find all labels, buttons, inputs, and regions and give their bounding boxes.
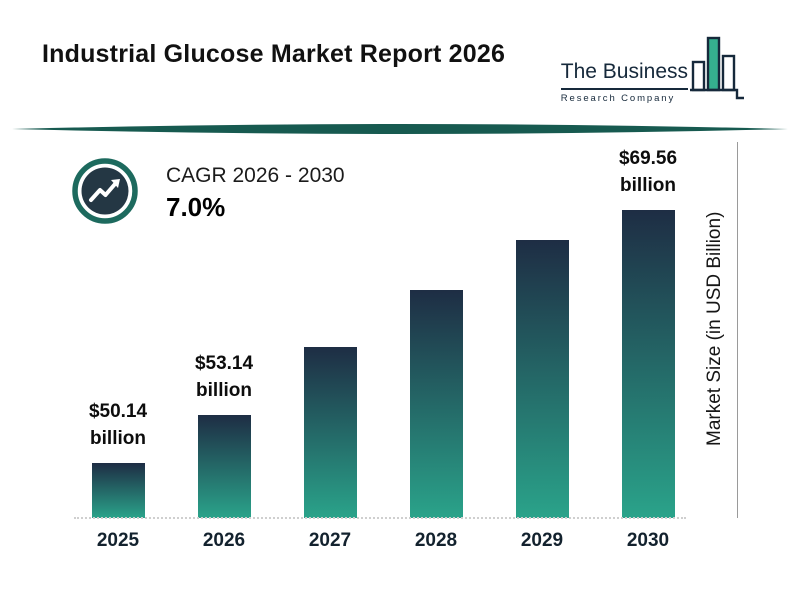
bar-2028 bbox=[409, 290, 463, 518]
x-tick-2029: 2029 bbox=[520, 530, 564, 551]
bar-2029 bbox=[515, 240, 569, 518]
bar-chart: $50.14 billion $53.14 billion $69.56 bil… bbox=[89, 140, 677, 518]
x-axis-baseline bbox=[74, 517, 686, 519]
y-axis-title: Market Size (in USD Billion) bbox=[704, 211, 725, 447]
bar-value-label-2025: $50.14 billion bbox=[89, 398, 147, 453]
x-axis-labels: 2025 2026 2027 2028 2029 2030 bbox=[90, 530, 676, 552]
bar-column-2029 bbox=[514, 140, 570, 518]
trending-up-icon bbox=[72, 158, 138, 224]
x-tick-2030: 2030 bbox=[626, 530, 670, 551]
company-logo: The Business Research Company bbox=[560, 32, 748, 106]
bar-value-unit: billion bbox=[620, 175, 676, 197]
bar-column-2027 bbox=[302, 140, 358, 518]
bar-2025 bbox=[91, 463, 145, 518]
bar-value-label-2030: $69.56 billion bbox=[619, 145, 677, 200]
bar-2026 bbox=[197, 415, 251, 518]
bar-value-unit: billion bbox=[90, 428, 146, 450]
logo-name: The Business bbox=[560, 60, 688, 90]
bar-2027 bbox=[303, 347, 357, 518]
cagr-value: 7.0% bbox=[166, 192, 226, 222]
x-tick-2027: 2027 bbox=[308, 530, 352, 551]
x-tick-2028: 2028 bbox=[414, 530, 458, 551]
bar-2030 bbox=[621, 210, 675, 518]
bar-column-2030: $69.56 billion bbox=[619, 140, 677, 518]
cagr-label: CAGR 2026 - 2030 bbox=[166, 164, 345, 187]
x-tick-2025: 2025 bbox=[96, 530, 140, 551]
cagr-badge: CAGR 2026 - 2030 7.0% bbox=[70, 156, 345, 226]
divider-ornament bbox=[12, 124, 788, 134]
bar-chart-logo-icon bbox=[690, 36, 744, 100]
bar-column-2026: $53.14 billion bbox=[195, 140, 253, 518]
logo-text: The Business Research Company bbox=[560, 60, 688, 106]
bar-value-amount: $69.56 bbox=[618, 147, 678, 169]
x-tick-2026: 2026 bbox=[202, 530, 246, 551]
page-title: Industrial Glucose Market Report 2026 bbox=[42, 40, 506, 68]
y-axis-line bbox=[737, 142, 738, 518]
cagr-text: CAGR 2026 - 2030 7.0% bbox=[166, 156, 345, 223]
bar-value-amount: $50.14 bbox=[88, 400, 148, 422]
bar-column-2025: $50.14 billion bbox=[89, 140, 147, 518]
bar-value-label-2026: $53.14 billion bbox=[195, 350, 253, 405]
bar-value-amount: $53.14 bbox=[194, 352, 254, 374]
bar-column-2028 bbox=[408, 140, 464, 518]
bar-value-unit: billion bbox=[196, 380, 252, 402]
logo-subname: Research Company bbox=[560, 93, 676, 104]
